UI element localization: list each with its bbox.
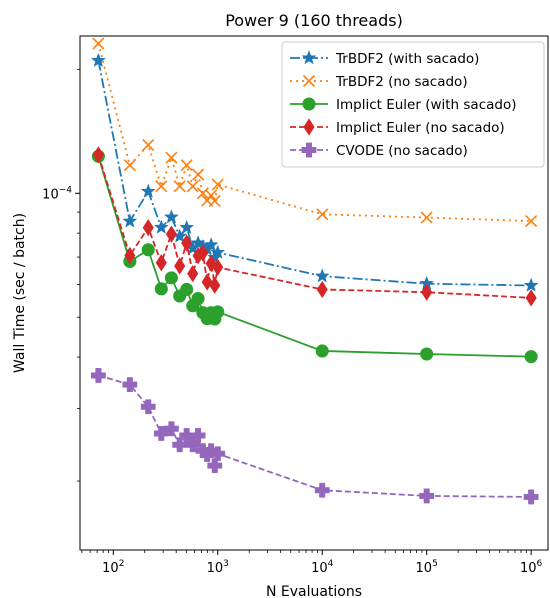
x-tick-label: 106 xyxy=(520,559,543,576)
data-point xyxy=(179,219,195,235)
legend-label: Implict Euler (with sacado) xyxy=(336,97,517,113)
x-tick-label: 102 xyxy=(102,559,124,576)
data-point xyxy=(123,159,136,172)
data-point xyxy=(155,180,168,193)
data-point xyxy=(192,168,205,181)
legend-marker xyxy=(303,118,315,136)
legend-marker xyxy=(301,50,317,65)
data-point xyxy=(165,225,177,243)
data-point xyxy=(180,282,194,296)
x-axis-label: N Evaluations xyxy=(266,584,362,598)
data-point xyxy=(524,350,538,364)
data-point xyxy=(207,458,223,474)
series-5 xyxy=(90,368,539,505)
data-point xyxy=(421,283,433,301)
data-point xyxy=(197,244,209,262)
data-point xyxy=(92,37,105,50)
data-point xyxy=(140,183,156,198)
legend-box xyxy=(281,41,545,168)
x-tick-label: 104 xyxy=(311,559,334,576)
data-point xyxy=(122,213,138,228)
data-point xyxy=(314,268,330,283)
data-point xyxy=(180,159,193,172)
data-point xyxy=(124,246,136,265)
legend-marker xyxy=(301,142,317,158)
data-point xyxy=(187,265,199,283)
x-tick-label: 103 xyxy=(207,559,229,576)
data-point xyxy=(523,489,539,505)
data-point xyxy=(208,194,221,208)
legend: TrBDF2 (with sacado) TrBDF2 (no sacado) Im… xyxy=(281,41,545,168)
y-tick-label: 10−4 xyxy=(42,185,72,202)
data-point xyxy=(316,208,329,221)
data-point xyxy=(211,305,225,319)
data-point xyxy=(154,282,168,296)
y-axis: 10−4 xyxy=(42,68,80,482)
data-point xyxy=(190,428,206,443)
data-point xyxy=(140,399,156,415)
data-point xyxy=(525,215,538,228)
data-point xyxy=(141,243,155,257)
data-point xyxy=(155,254,167,272)
data-point xyxy=(210,244,226,259)
data-point xyxy=(210,446,226,462)
data-point xyxy=(419,488,435,504)
data-point xyxy=(420,347,434,361)
legend-marker xyxy=(302,74,316,88)
data-point xyxy=(142,219,154,237)
series-line xyxy=(97,154,532,299)
series-3 xyxy=(91,149,538,364)
data-point xyxy=(205,189,218,202)
data-point xyxy=(209,276,221,294)
legend-marker xyxy=(302,97,316,111)
data-point xyxy=(420,211,433,224)
data-point xyxy=(186,180,199,193)
data-point xyxy=(90,368,106,383)
data-point xyxy=(203,443,219,459)
data-point xyxy=(163,209,179,224)
chart-title: Power 9 (160 threads) xyxy=(225,11,403,30)
legend-label: TrBDF2 (with sacado) xyxy=(335,51,479,67)
legend-label: TrBDF2 (no sacado) xyxy=(335,74,468,90)
data-point xyxy=(142,138,155,152)
legend-item: Implict Euler (no sacado) xyxy=(290,118,505,136)
series-4 xyxy=(92,146,537,307)
legend-item: Implict Euler (with sacado) xyxy=(290,97,517,113)
data-point xyxy=(90,52,106,67)
data-point xyxy=(164,421,179,437)
x-axis: 102 103 104 105 106 xyxy=(81,550,543,576)
plot-area-frame xyxy=(79,35,549,551)
data-point xyxy=(153,219,169,234)
series-2 xyxy=(92,37,538,228)
data-point xyxy=(174,257,186,275)
data-point xyxy=(315,344,329,358)
data-point xyxy=(314,482,330,498)
legend-label: Implict Euler (no sacado) xyxy=(336,120,505,136)
y-axis-label: Wall Time (sec / batch) xyxy=(12,213,28,373)
legend-label: CVODE (no sacado) xyxy=(336,143,468,159)
x-tick-label: 105 xyxy=(416,559,438,576)
data-point xyxy=(122,377,138,392)
data-point xyxy=(172,437,188,453)
data-point xyxy=(211,178,224,191)
data-point xyxy=(203,237,219,252)
data-point xyxy=(165,151,178,164)
legend-item: TrBDF2 (no sacado) xyxy=(290,74,468,90)
data-point xyxy=(173,180,186,193)
data-point xyxy=(212,258,224,276)
data-point xyxy=(92,146,104,164)
data-point xyxy=(191,292,205,306)
legend-item: TrBDF2 (with sacado) xyxy=(290,50,479,67)
data-point xyxy=(181,234,193,252)
data-point xyxy=(523,277,539,292)
data-point xyxy=(525,289,537,307)
legend-item: CVODE (no sacado) xyxy=(290,142,468,159)
data-point xyxy=(164,271,178,285)
data-point xyxy=(196,187,209,200)
data-point xyxy=(316,280,328,299)
